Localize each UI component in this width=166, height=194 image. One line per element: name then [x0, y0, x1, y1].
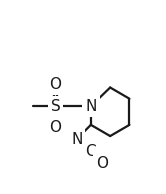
Text: N: N — [71, 132, 82, 146]
Text: C: C — [85, 144, 96, 159]
Text: O: O — [96, 156, 108, 171]
Text: O: O — [49, 77, 61, 92]
Text: O: O — [49, 120, 61, 135]
Text: S: S — [51, 99, 60, 114]
Text: N: N — [85, 99, 97, 114]
